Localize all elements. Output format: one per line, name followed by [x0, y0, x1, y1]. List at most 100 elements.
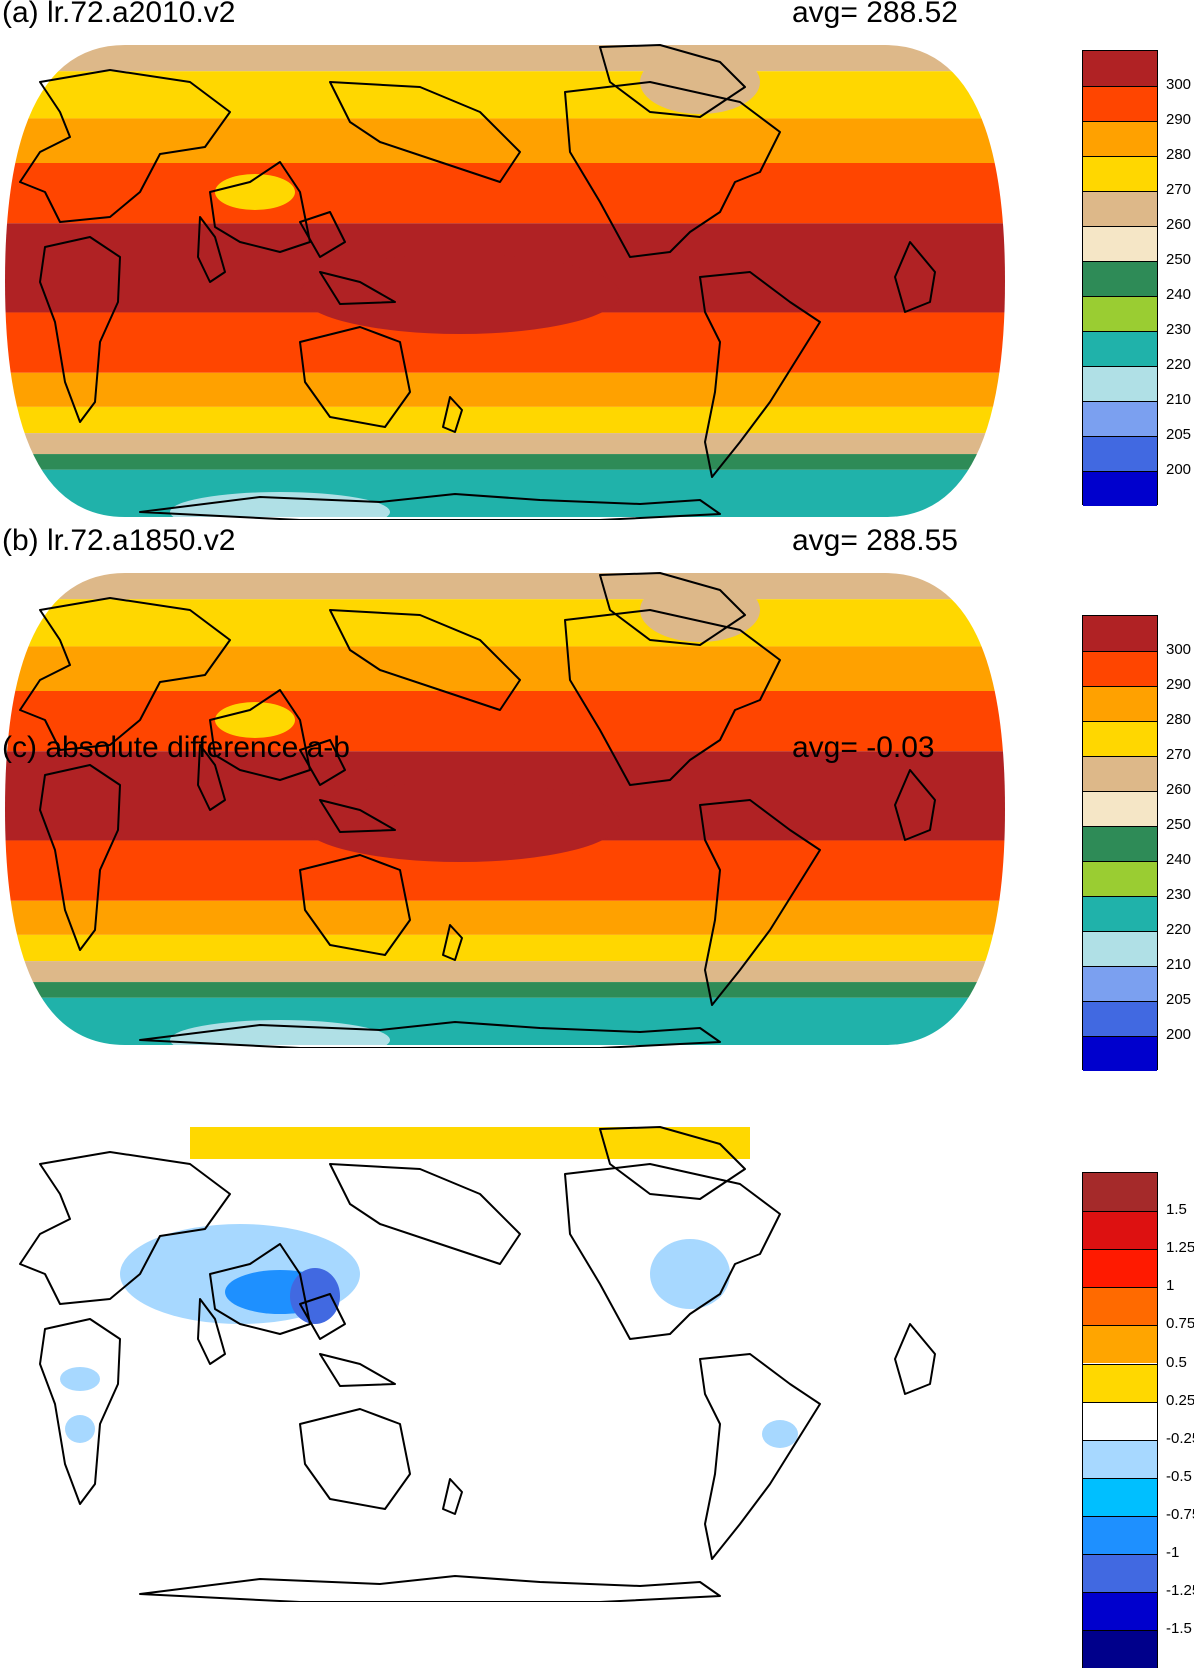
colorbar-tick-label: 210: [1166, 956, 1192, 973]
warm-pool: [300, 254, 620, 334]
colorbar-tick-label: 220: [1166, 356, 1192, 373]
temperature-band: [5, 454, 1005, 470]
coastline: [209, 689, 311, 781]
warm-pool: [300, 782, 620, 862]
panel-c-title: (c) absolute difference a-b: [2, 731, 350, 764]
coastline: [329, 609, 521, 711]
coastline: [139, 1575, 721, 1602]
colorbar-swatch: [1083, 366, 1157, 401]
cooling-region: [650, 1239, 730, 1309]
colorbar-tick-label: 250: [1166, 816, 1192, 833]
panel-a-average: avg= 288.52: [792, 0, 958, 29]
temperature-band: [5, 45, 1005, 72]
cooling-region: [60, 1367, 100, 1391]
map-c: [5, 1126, 1005, 1602]
colorbar-swatch: [1083, 1287, 1157, 1326]
panel-c-average: avg= -0.03: [792, 731, 935, 764]
coastline: [209, 1243, 311, 1335]
coastline: [442, 396, 463, 433]
coastline: [299, 211, 346, 258]
cooling-region: [290, 1268, 340, 1324]
map-b: [5, 572, 1005, 1048]
arctic-warming: [190, 1127, 750, 1159]
coastline: [139, 493, 721, 520]
colorbar-c: [1082, 1172, 1158, 1669]
temperature-band: [5, 934, 1005, 962]
coastline: [19, 69, 231, 223]
colorbar-tick-label: 0.5: [1166, 1353, 1187, 1371]
colorbar-swatch: [1083, 191, 1157, 226]
coastline: [894, 1323, 936, 1395]
colorbar-swatch: [1083, 1554, 1157, 1593]
colorbar-tick-label: 0.75: [1166, 1315, 1194, 1333]
colorbar-swatch: [1083, 261, 1157, 296]
coastline-group: [19, 44, 936, 520]
temperature-band: [5, 406, 1005, 434]
colorbar-swatch: [1083, 1249, 1157, 1288]
coastline: [319, 271, 396, 305]
colorbar-tick-label: 260: [1166, 216, 1192, 233]
colorbar-tick-label: -1.5: [1166, 1620, 1192, 1638]
panel-a: (a) lr.72.a2010.v2 avg= 288.52 300 290 280…: [0, 0, 1194, 545]
colorbar-b: [1082, 615, 1158, 1071]
colorbar-swatch: [1083, 1325, 1157, 1364]
temperature-band: [5, 118, 1005, 163]
colorbar-tick-label: 300: [1166, 76, 1192, 93]
coastline: [599, 1126, 746, 1200]
tibetan-plateau: [215, 174, 295, 210]
colorbar-swatch: [1083, 471, 1157, 506]
colorbar-tick-label: 260: [1166, 781, 1192, 798]
coastline: [599, 44, 746, 118]
colorbar-tick-label: 280: [1166, 711, 1192, 728]
colorbar-swatch: [1083, 1036, 1157, 1071]
colorbar-swatch: [1083, 1173, 1157, 1212]
coastline: [894, 241, 936, 313]
coastline: [197, 216, 226, 283]
colorbar-swatch: [1083, 156, 1157, 191]
colorbar-swatch: [1083, 826, 1157, 861]
coastline: [299, 1408, 411, 1510]
coastline: [599, 572, 746, 646]
colorbar-swatch: [1083, 1630, 1157, 1669]
coastline: [19, 1151, 231, 1305]
temperature-band: [5, 646, 1005, 691]
colorbar-tick-label: 250: [1166, 251, 1192, 268]
coastline: [329, 81, 521, 183]
temperature-band: [5, 900, 1005, 935]
colorbar-tick-label: 290: [1166, 111, 1192, 128]
cooling-region: [65, 1415, 95, 1443]
coastline: [699, 1353, 821, 1560]
colorbar-swatch: [1083, 1592, 1157, 1631]
coastline: [699, 271, 821, 478]
coastline: [319, 799, 396, 833]
colorbar-tick-label: 230: [1166, 321, 1192, 338]
map-background: [5, 1127, 1005, 1599]
colorbar-tick-label: -0.25: [1166, 1429, 1194, 1447]
colorbar-tick-label: -1.25: [1166, 1582, 1194, 1600]
colorbar-swatch: [1083, 226, 1157, 261]
panel-a-title: (a) lr.72.a2010.v2: [2, 0, 236, 29]
map-a: [5, 44, 1005, 520]
panel-b: (b) lr.72.a1850.v2 avg= 288.55 300 290 280…: [2, 524, 1192, 1071]
coastline: [299, 739, 346, 786]
temperature-band: [5, 961, 1005, 983]
coastline: [329, 1163, 521, 1265]
coastline: [564, 81, 781, 258]
colorbar-swatch: [1083, 436, 1157, 471]
colorbar-tick-label: 240: [1166, 851, 1192, 868]
colorbar-tick-label: 1: [1166, 1277, 1175, 1295]
colorbar-swatch: [1083, 86, 1157, 121]
colorbar-swatch: [1083, 51, 1157, 86]
coastline: [564, 609, 781, 786]
temperature-band: [5, 372, 1005, 407]
colorbar-swatch: [1083, 1477, 1157, 1516]
colorbar-tick-label: -1: [1166, 1544, 1180, 1561]
colorbar-tick-label: 240: [1166, 286, 1192, 303]
colorbar-swatch: [1083, 121, 1157, 156]
colorbar-swatch: [1083, 651, 1157, 686]
colorbar-swatch: [1083, 931, 1157, 966]
colorbar-swatch: [1083, 1439, 1157, 1478]
colorbar-swatch: [1083, 401, 1157, 436]
coastline: [139, 1021, 721, 1048]
